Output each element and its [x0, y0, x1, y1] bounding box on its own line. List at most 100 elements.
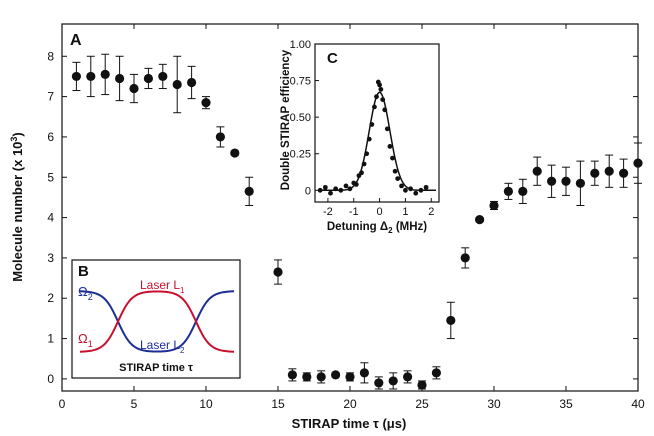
c-marker	[333, 186, 339, 192]
a-marker	[345, 372, 355, 382]
a-marker	[575, 178, 586, 188]
a-data-point	[172, 55, 182, 114]
a-marker	[403, 372, 413, 382]
a-marker	[273, 267, 283, 277]
a-data-point	[475, 214, 485, 225]
omega1-label: Ω1	[78, 331, 93, 349]
c-marker	[380, 97, 386, 102]
a-marker	[302, 372, 312, 382]
c-ytick-label: 1.00	[290, 39, 311, 51]
laser2-label: Laser L2	[140, 338, 185, 355]
a-data-point	[489, 200, 499, 211]
c-marker	[413, 190, 419, 196]
c-marker	[403, 187, 408, 193]
panel-a-ylabel: Molecule number (x 103)	[9, 132, 25, 282]
a-marker	[172, 79, 182, 90]
a-data-point	[460, 247, 470, 269]
a-data-point	[633, 142, 643, 184]
c-marker	[390, 155, 395, 161]
a-marker	[489, 200, 499, 211]
a-data-point	[503, 182, 513, 200]
a-xtick-label: 35	[559, 397, 573, 411]
c-xtick-label: 1	[402, 206, 408, 218]
a-marker	[547, 176, 557, 186]
c-marker	[374, 94, 379, 100]
omega2-curve	[79, 290, 235, 353]
a-marker	[604, 166, 614, 176]
c-marker	[372, 104, 377, 110]
a-marker	[561, 176, 571, 186]
a-data-point	[201, 96, 211, 110]
panel-b-xlabel: STIRAP time τ	[119, 362, 193, 374]
a-marker	[71, 71, 81, 82]
c-marker	[408, 186, 413, 192]
a-marker	[619, 168, 629, 178]
a-marker	[230, 148, 240, 158]
c-xtick-label: 0	[377, 206, 383, 218]
a-marker	[201, 98, 211, 108]
a-xtick-label: 0	[59, 397, 66, 411]
a-data-point	[302, 372, 312, 382]
c-marker	[382, 107, 388, 113]
c-marker	[378, 86, 384, 92]
a-marker	[460, 253, 470, 263]
c-marker	[338, 187, 344, 193]
a-data-point	[518, 178, 528, 204]
panel-c-xlabel: Detuning Δ2 (MHz)	[327, 221, 427, 235]
a-data-point	[115, 55, 125, 102]
a-marker	[532, 166, 542, 176]
c-marker	[317, 187, 323, 193]
c-ytick-label: 0	[305, 185, 311, 197]
omega2-label: Ω2	[78, 284, 93, 302]
a-ytick-label: 2	[47, 291, 54, 305]
a-marker	[331, 370, 341, 380]
a-ytick-label: 1	[47, 332, 54, 346]
laser1-label: Laser L1	[140, 278, 185, 295]
a-marker	[316, 372, 326, 382]
c-xtick-label: 2	[428, 206, 434, 218]
a-ytick-label: 5	[47, 170, 54, 184]
panel-a-label: A	[70, 32, 82, 49]
c-marker	[353, 182, 359, 187]
a-marker	[187, 77, 197, 88]
a-data-point	[446, 301, 456, 340]
panel-c-axes: -2 -1 0 1 2 0 0.25 0.50 0.75 1.00	[290, 39, 435, 218]
a-marker	[143, 73, 153, 84]
a-data-point	[287, 368, 297, 382]
panel-c-frame	[314, 43, 440, 203]
a-marker	[374, 378, 384, 388]
a-data-point	[561, 166, 571, 196]
a-marker	[417, 380, 427, 390]
a-marker	[100, 69, 110, 80]
a-marker	[215, 132, 225, 142]
a-xtick-label: 20	[343, 397, 357, 411]
c-marker	[359, 170, 364, 176]
a-data-point	[244, 176, 254, 206]
panel-b-frame	[71, 259, 241, 379]
a-data-point	[374, 376, 384, 390]
c-marker	[361, 161, 367, 167]
a-data-point	[86, 55, 96, 98]
c-marker	[366, 136, 372, 142]
a-data-point	[590, 160, 600, 186]
a-data-point	[215, 126, 225, 148]
panel-a-data	[71, 53, 643, 390]
a-marker	[115, 73, 125, 84]
a-data-point	[345, 372, 355, 382]
a-marker	[388, 376, 398, 386]
a-data-point	[273, 259, 283, 285]
a-ytick-label: 0	[47, 372, 54, 386]
c-marker	[395, 176, 401, 181]
a-data-point	[71, 61, 81, 92]
a-marker	[446, 315, 456, 326]
a-marker	[359, 368, 369, 378]
a-marker	[590, 168, 600, 178]
c-marker	[423, 184, 429, 190]
c-marker	[347, 186, 353, 192]
a-data-point	[359, 362, 369, 384]
c-marker	[322, 184, 328, 190]
a-marker	[475, 214, 485, 225]
panel-c-data	[317, 79, 429, 196]
a-data-point	[619, 158, 629, 188]
a-data-point	[100, 53, 110, 96]
